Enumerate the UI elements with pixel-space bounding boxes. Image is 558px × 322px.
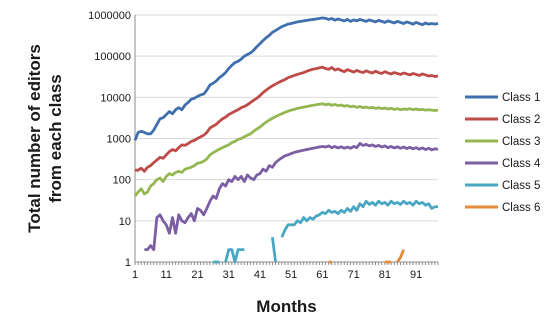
x-tick-label: 21 <box>191 269 203 281</box>
y-tick-label: 1000 <box>107 134 131 146</box>
series-class-6 <box>328 249 405 264</box>
x-tick-label: 11 <box>161 269 172 281</box>
legend-item: Class 5 <box>465 180 540 192</box>
y-tick-label: 100000 <box>94 51 131 63</box>
series-class-4 <box>144 142 439 252</box>
legend-label: Class 6 <box>502 202 540 214</box>
x-tick-label: 81 <box>379 269 391 281</box>
x-tick-label: 1 <box>132 269 138 281</box>
series-class-1 <box>133 16 439 141</box>
series-line <box>396 249 405 263</box>
x-tick-label: 91 <box>410 269 422 281</box>
legend-item: Class 2 <box>465 114 540 126</box>
legend-label: Class 3 <box>502 136 540 148</box>
y-tick-label: 10 <box>119 216 131 228</box>
series-line <box>271 237 277 263</box>
x-tick-label: 41 <box>254 269 266 281</box>
y-axis-title-line: Total number of editors <box>25 44 44 233</box>
series-class-5 <box>213 199 438 264</box>
legend-item: Class 1 <box>465 92 540 104</box>
legend-item: Class 6 <box>465 202 540 214</box>
y-axis-title: Total number of editors from each class <box>25 44 65 233</box>
legend-item: Class 4 <box>465 158 541 170</box>
series-line <box>224 248 245 264</box>
legend-label: Class 1 <box>502 92 540 104</box>
x-tick-label: 61 <box>316 269 328 281</box>
series-line <box>133 102 439 197</box>
y-axis-title-line: from each class <box>46 74 65 203</box>
series-lines <box>133 16 439 264</box>
legend-label: Class 4 <box>502 158 541 170</box>
series-class-3 <box>133 102 439 197</box>
legend-label: Class 5 <box>502 180 540 192</box>
legend-label: Class 2 <box>502 114 540 126</box>
series-line <box>144 142 439 252</box>
legend: Class 1 Class 2 Class 3 Class 4 Class 5 Class… <box>465 92 541 214</box>
y-tick-label: 1000000 <box>88 10 131 22</box>
y-tick-label: 10000 <box>100 92 131 104</box>
series-line <box>133 16 439 141</box>
x-axis-title: Months <box>256 297 316 316</box>
x-tick-label: 71 <box>348 269 360 281</box>
x-tick-label: 31 <box>223 269 235 281</box>
x-tick-label: 51 <box>285 269 297 281</box>
y-tick-label: 1 <box>125 257 131 269</box>
series-line <box>280 199 438 238</box>
y-tick-label: 100 <box>113 175 131 187</box>
series-line <box>135 65 439 173</box>
series-class-2 <box>135 65 439 173</box>
legend-item: Class 3 <box>465 136 540 148</box>
gridlines <box>135 14 438 222</box>
